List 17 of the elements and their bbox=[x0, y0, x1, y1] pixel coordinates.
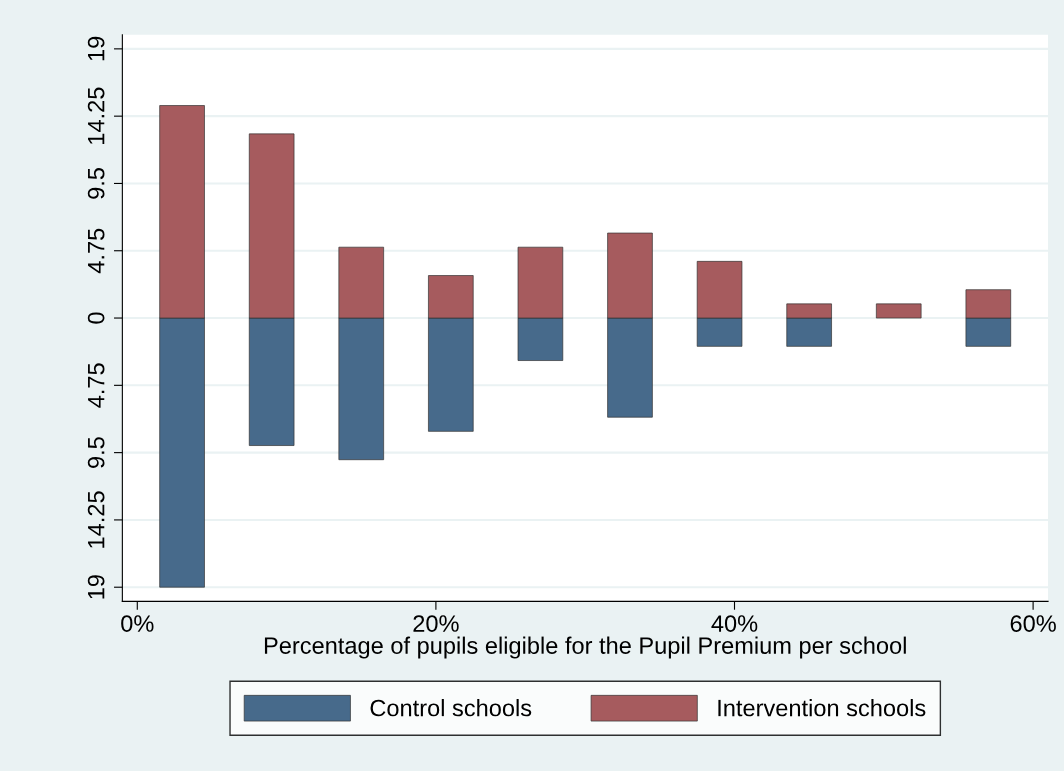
x-axis-title: Percentage of pupils eligible for the Pupil Premium per school bbox=[264, 636, 906, 659]
y-tick-label: 4.75 bbox=[88, 363, 105, 408]
x-tick-label: 60% bbox=[1010, 615, 1056, 632]
y-tick-label: 19 bbox=[87, 575, 105, 599]
x-tick-label: 40% bbox=[711, 615, 758, 632]
y-tick-label: 9.5 bbox=[87, 437, 105, 468]
y-tick-label: 4.75 bbox=[88, 228, 105, 274]
legend-label: Intervention schools bbox=[718, 699, 926, 717]
y-tick-label: 14.25 bbox=[87, 491, 105, 548]
x-tick-label: 20% bbox=[413, 615, 459, 632]
x-tick-label: 0% bbox=[121, 615, 154, 632]
y-tick-label: 9.5 bbox=[87, 168, 105, 199]
bar bbox=[875, 303, 922, 319]
y-tick-label: 0 bbox=[87, 312, 105, 324]
y-tick-label: 14.25 bbox=[87, 87, 105, 144]
y-tick-label: 19 bbox=[87, 36, 105, 61]
legend-label: Control schools bbox=[370, 699, 532, 717]
